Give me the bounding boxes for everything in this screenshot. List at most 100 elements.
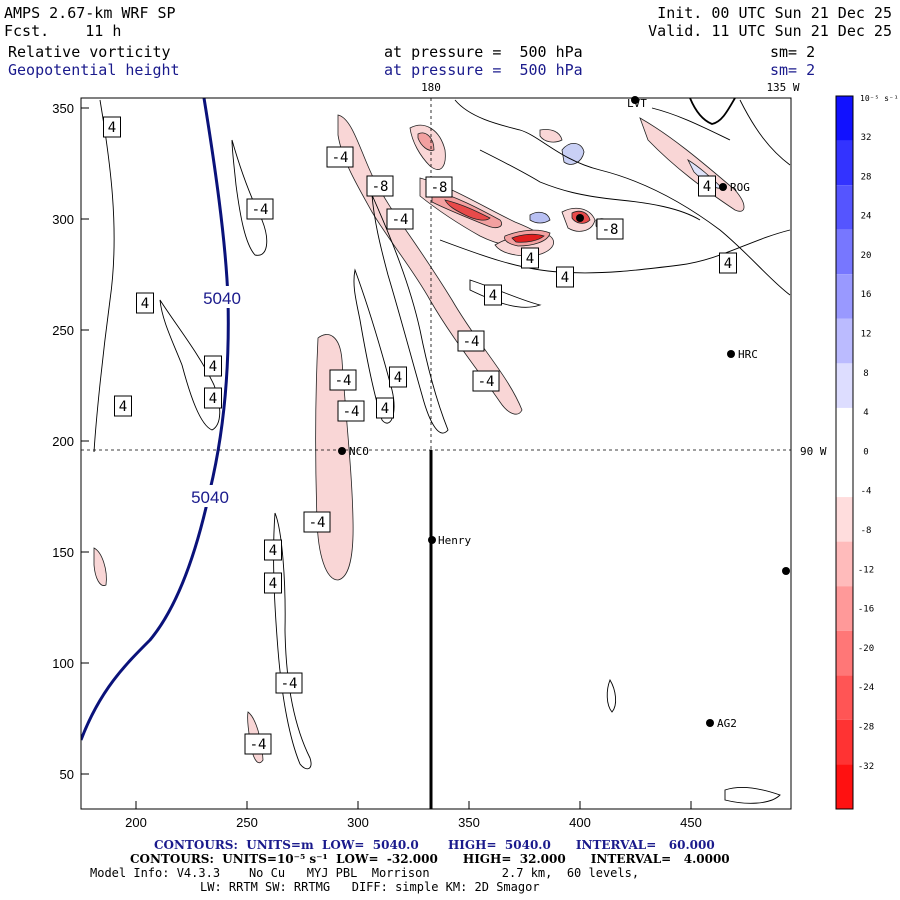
coastline [689, 98, 736, 125]
station-hrc: HRC [727, 348, 758, 361]
x-tick-label: 300 [347, 815, 369, 830]
level-vorticity: at pressure = 500 hPa [384, 43, 583, 61]
colorbar-label: -24 [858, 683, 874, 693]
svg-text:4: 4 [141, 296, 149, 312]
colorbar-bin [836, 274, 853, 319]
lon-label-90w: 90 W [800, 445, 827, 458]
y-tick-label: 200 [52, 434, 74, 449]
svg-text:LVT: LVT [627, 97, 647, 110]
vorticity-contour-label: -4 [337, 400, 365, 422]
svg-text:4: 4 [561, 270, 569, 286]
vorticity-contour-label: 4 [264, 539, 282, 561]
colorbar-bin [836, 630, 853, 676]
svg-text:-4: -4 [392, 212, 409, 228]
svg-text:-4: -4 [281, 676, 298, 692]
vorticity-contour-label: -4 [326, 146, 354, 168]
station-unnamed [576, 214, 584, 222]
x-tick-label: 200 [125, 815, 147, 830]
x-tick-label: 400 [569, 815, 591, 830]
vorticity-contour-label: -4 [303, 511, 331, 533]
colorbar-label: -4 [861, 487, 872, 497]
footer-physics-info: LW: RRTM SW: RRTMG DIFF: simple KM: 2D S… [200, 880, 540, 894]
colorbar-label: 20 [861, 251, 872, 261]
svg-text:4: 4 [269, 543, 277, 559]
svg-text:-4: -4 [309, 515, 326, 531]
vorticity-contour-label: 4 [389, 366, 407, 388]
y-tick-label: 100 [52, 656, 74, 671]
svg-text:4: 4 [381, 401, 389, 417]
vorticity-contour-label: 4 [521, 247, 539, 269]
colorbar-bin [836, 407, 853, 453]
svg-text:-4: -4 [478, 374, 495, 390]
svg-text:-8: -8 [372, 179, 389, 195]
footer-height-contours: CONTOURS: UNITS=m LOW= 5040.0 HIGH= 5040… [154, 838, 715, 852]
colorbar-bin [836, 318, 853, 364]
vorticity-contour-label: -4 [244, 733, 272, 755]
vorticity-contour-label: 4 [204, 355, 222, 377]
colorbar-bin [836, 96, 853, 141]
colorbar-label: 8 [863, 369, 868, 379]
colorbar-frame [835, 95, 854, 810]
colorbar-label: 24 [861, 212, 872, 222]
colorbar-label: 4 [863, 408, 868, 418]
vorticity-contour-label: 4 [204, 387, 222, 409]
vorticity-contour-label: -4 [386, 208, 414, 230]
colorbar-bin [836, 497, 853, 542]
vorticity-contour-label: 4 [698, 175, 716, 197]
vorticity-contour-label: -4 [457, 330, 485, 352]
vorticity-contour-label: 4 [114, 395, 132, 417]
svg-text:-8: -8 [602, 222, 619, 238]
model-title: AMPS 2.67-km WRF SP [4, 4, 176, 22]
station-unnamed [782, 567, 790, 575]
colorbar-label: 28 [861, 172, 872, 182]
svg-text:-4: -4 [335, 373, 352, 389]
x-tick-label: 450 [680, 815, 702, 830]
station-ag2: AG2 [706, 717, 737, 730]
negative-vorticity-cores [417, 132, 591, 247]
map-area [81, 98, 791, 809]
field-name-height: Geopotential height [8, 61, 180, 79]
station-nco: NCO [338, 445, 369, 458]
svg-text:-4: -4 [332, 150, 349, 166]
axis-ticks [81, 107, 692, 809]
vorticity-contour-label: -4 [275, 672, 303, 694]
vorticity-contour-label: -8 [425, 176, 453, 198]
svg-text:4: 4 [724, 256, 732, 272]
colorbar-label: -12 [858, 565, 874, 575]
vorticity-contour-label: 4 [556, 266, 574, 288]
svg-text:4: 4 [526, 251, 534, 267]
colorbar-bin [836, 229, 853, 275]
colorbar-label: -16 [858, 605, 874, 615]
smoothing-height: sm= 2 [770, 61, 816, 79]
vorticity-contour-label: 4 [376, 397, 394, 419]
colorbar-bin [836, 764, 853, 809]
y-tick-label: 150 [52, 545, 74, 560]
svg-text:Henry: Henry [438, 534, 471, 547]
lon-label-135w: 135 W [766, 81, 799, 94]
svg-text:4: 4 [209, 359, 217, 375]
svg-text:4: 4 [269, 576, 277, 592]
x-tick-label: 250 [236, 815, 258, 830]
y-tick-label: 250 [52, 323, 74, 338]
svg-text:-8: -8 [431, 180, 448, 196]
colorbar-label: 0 [863, 447, 868, 457]
colorbar-bin [836, 541, 853, 587]
colorbar-label: 12 [861, 330, 872, 340]
colorbar-label: 16 [861, 290, 872, 300]
height-label: 5040 [191, 488, 229, 507]
svg-text:-4: -4 [343, 404, 360, 420]
smoothing-vorticity: sm= 2 [770, 43, 816, 61]
svg-text:-4: -4 [463, 334, 480, 350]
level-height: at pressure = 500 hPa [384, 61, 583, 79]
colorbar-bin [836, 452, 853, 498]
vorticity-contour-label: -8 [596, 218, 624, 240]
svg-text:HRC: HRC [738, 348, 758, 361]
lon-label-180: 180 [421, 81, 441, 94]
init-time: Init. 00 UTC Sun 21 Dec 25 [657, 4, 892, 22]
vorticity-contour-label: -4 [246, 198, 274, 220]
vorticity-contour-label: -4 [472, 370, 500, 392]
colorbar-label: -28 [858, 723, 874, 733]
colorbar: 10⁻⁵ s⁻¹ 32 28 24 20 16 12 8 4 0 -4 -8 -12 -16 -20 -24… [835, 94, 899, 810]
